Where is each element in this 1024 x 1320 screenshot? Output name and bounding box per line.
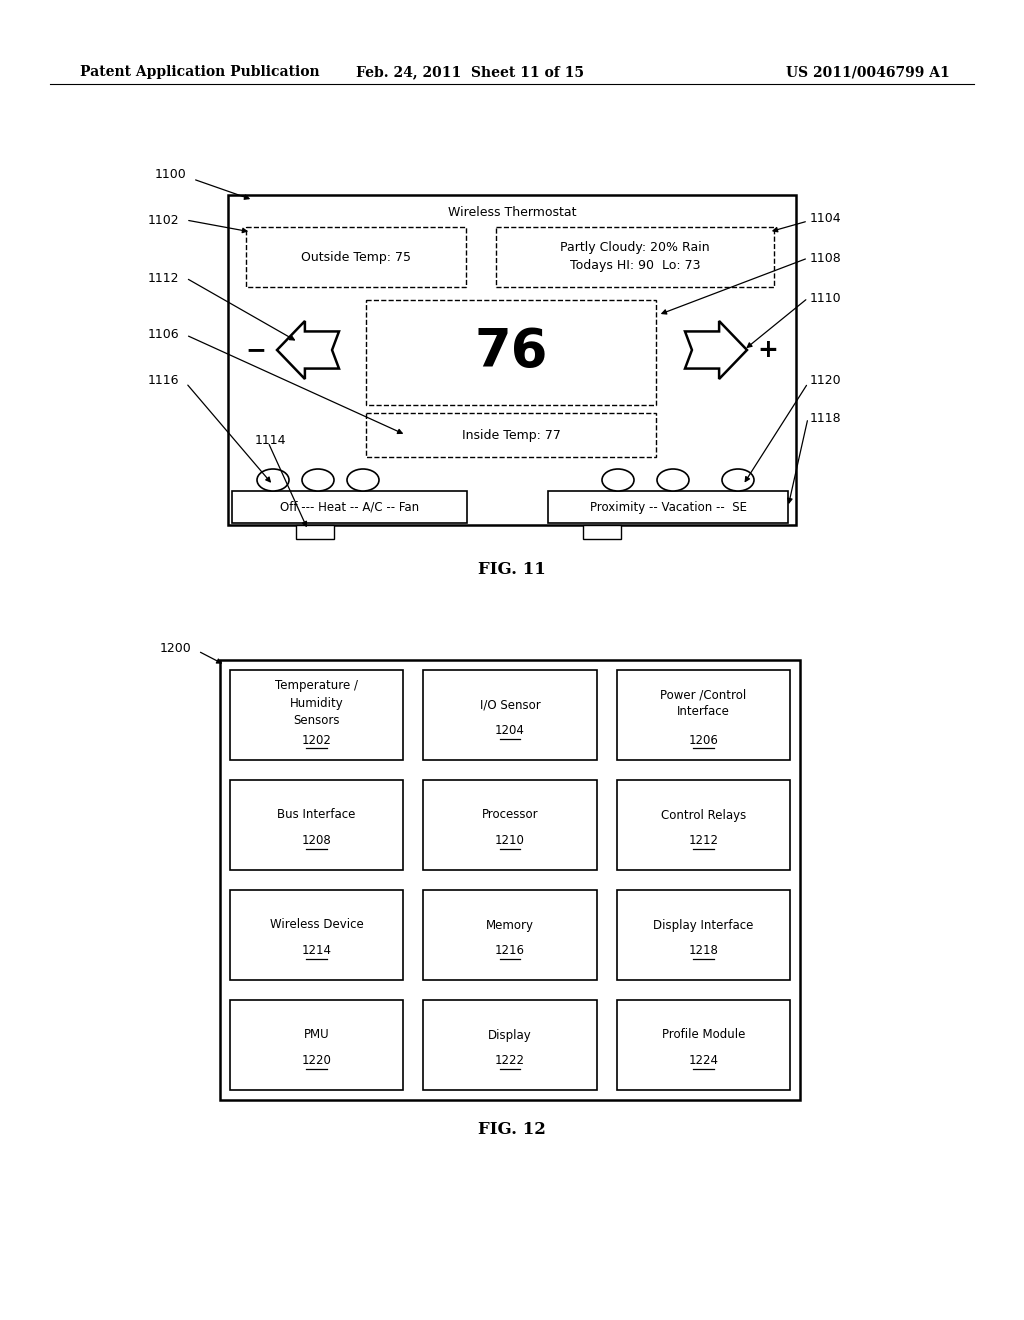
Bar xyxy=(423,1001,597,1090)
Text: 1202: 1202 xyxy=(302,734,332,747)
Text: 1220: 1220 xyxy=(302,1055,332,1068)
Text: 1110: 1110 xyxy=(810,292,842,305)
Text: 1106: 1106 xyxy=(148,329,179,342)
Text: Profile Module: Profile Module xyxy=(662,1028,745,1041)
Bar xyxy=(616,890,790,979)
Text: 76: 76 xyxy=(474,326,548,379)
Ellipse shape xyxy=(657,469,689,491)
Bar xyxy=(423,780,597,870)
Text: Off --- Heat -- A/C -- Fan: Off --- Heat -- A/C -- Fan xyxy=(280,500,419,513)
Bar xyxy=(220,660,800,1100)
Text: 1206: 1206 xyxy=(688,734,718,747)
Text: −: − xyxy=(246,338,266,362)
Text: 1120: 1120 xyxy=(810,374,842,387)
Text: Inside Temp: 77: Inside Temp: 77 xyxy=(462,429,560,441)
Bar xyxy=(583,525,621,539)
Text: Control Relays: Control Relays xyxy=(660,808,745,821)
Bar xyxy=(232,491,467,523)
Text: 1214: 1214 xyxy=(302,945,332,957)
Text: 1114: 1114 xyxy=(255,433,287,446)
Bar xyxy=(366,300,656,405)
Text: 1208: 1208 xyxy=(302,834,332,847)
Text: 1200: 1200 xyxy=(160,642,191,655)
Bar xyxy=(296,525,334,539)
Text: 1112: 1112 xyxy=(148,272,179,285)
Ellipse shape xyxy=(602,469,634,491)
Text: Proximity -- Vacation --  SE: Proximity -- Vacation -- SE xyxy=(590,500,746,513)
Bar xyxy=(230,671,403,760)
Bar xyxy=(230,780,403,870)
Text: Power /Control
Interface: Power /Control Interface xyxy=(660,688,746,718)
Bar xyxy=(230,1001,403,1090)
Bar xyxy=(616,1001,790,1090)
Text: PMU: PMU xyxy=(304,1028,330,1041)
Text: I/O Sensor: I/O Sensor xyxy=(479,698,541,711)
Bar xyxy=(616,671,790,760)
Bar xyxy=(423,890,597,979)
Bar xyxy=(228,195,796,525)
Text: 1210: 1210 xyxy=(495,834,525,847)
Text: 1108: 1108 xyxy=(810,252,842,264)
Ellipse shape xyxy=(302,469,334,491)
Text: 1218: 1218 xyxy=(688,945,718,957)
Text: 1222: 1222 xyxy=(495,1055,525,1068)
Text: FIG. 11: FIG. 11 xyxy=(478,561,546,578)
Text: Display Interface: Display Interface xyxy=(653,919,754,932)
Text: Display: Display xyxy=(488,1028,531,1041)
Ellipse shape xyxy=(722,469,754,491)
Text: 1204: 1204 xyxy=(495,725,525,738)
Text: Outside Temp: 75: Outside Temp: 75 xyxy=(301,251,411,264)
Text: 1104: 1104 xyxy=(810,211,842,224)
Ellipse shape xyxy=(257,469,289,491)
Bar xyxy=(616,780,790,870)
Text: 1216: 1216 xyxy=(495,945,525,957)
Bar xyxy=(230,890,403,979)
Text: 1116: 1116 xyxy=(148,374,179,387)
Text: Feb. 24, 2011  Sheet 11 of 15: Feb. 24, 2011 Sheet 11 of 15 xyxy=(356,65,584,79)
Bar xyxy=(423,671,597,760)
Bar xyxy=(366,413,656,457)
Text: 1102: 1102 xyxy=(148,214,179,227)
Ellipse shape xyxy=(347,469,379,491)
Text: Temperature /
Humidity
Sensors: Temperature / Humidity Sensors xyxy=(275,680,358,726)
Text: 1212: 1212 xyxy=(688,834,718,847)
Text: Patent Application Publication: Patent Application Publication xyxy=(80,65,319,79)
Text: 1100: 1100 xyxy=(155,169,186,181)
Bar xyxy=(496,227,774,286)
Text: US 2011/0046799 A1: US 2011/0046799 A1 xyxy=(786,65,950,79)
Text: Memory: Memory xyxy=(486,919,534,932)
Text: Partly Cloudy: 20% Rain
Todays HI: 90  Lo: 73: Partly Cloudy: 20% Rain Todays HI: 90 Lo… xyxy=(560,242,710,272)
Text: FIG. 12: FIG. 12 xyxy=(478,1122,546,1138)
Bar xyxy=(548,491,788,523)
Text: 1118: 1118 xyxy=(810,412,842,425)
Bar xyxy=(246,227,466,286)
Text: 1224: 1224 xyxy=(688,1055,718,1068)
Text: Wireless Device: Wireless Device xyxy=(269,919,364,932)
Text: Processor: Processor xyxy=(481,808,539,821)
Text: Wireless Thermostat: Wireless Thermostat xyxy=(447,206,577,219)
Text: +: + xyxy=(758,338,778,362)
Text: Bus Interface: Bus Interface xyxy=(278,808,356,821)
